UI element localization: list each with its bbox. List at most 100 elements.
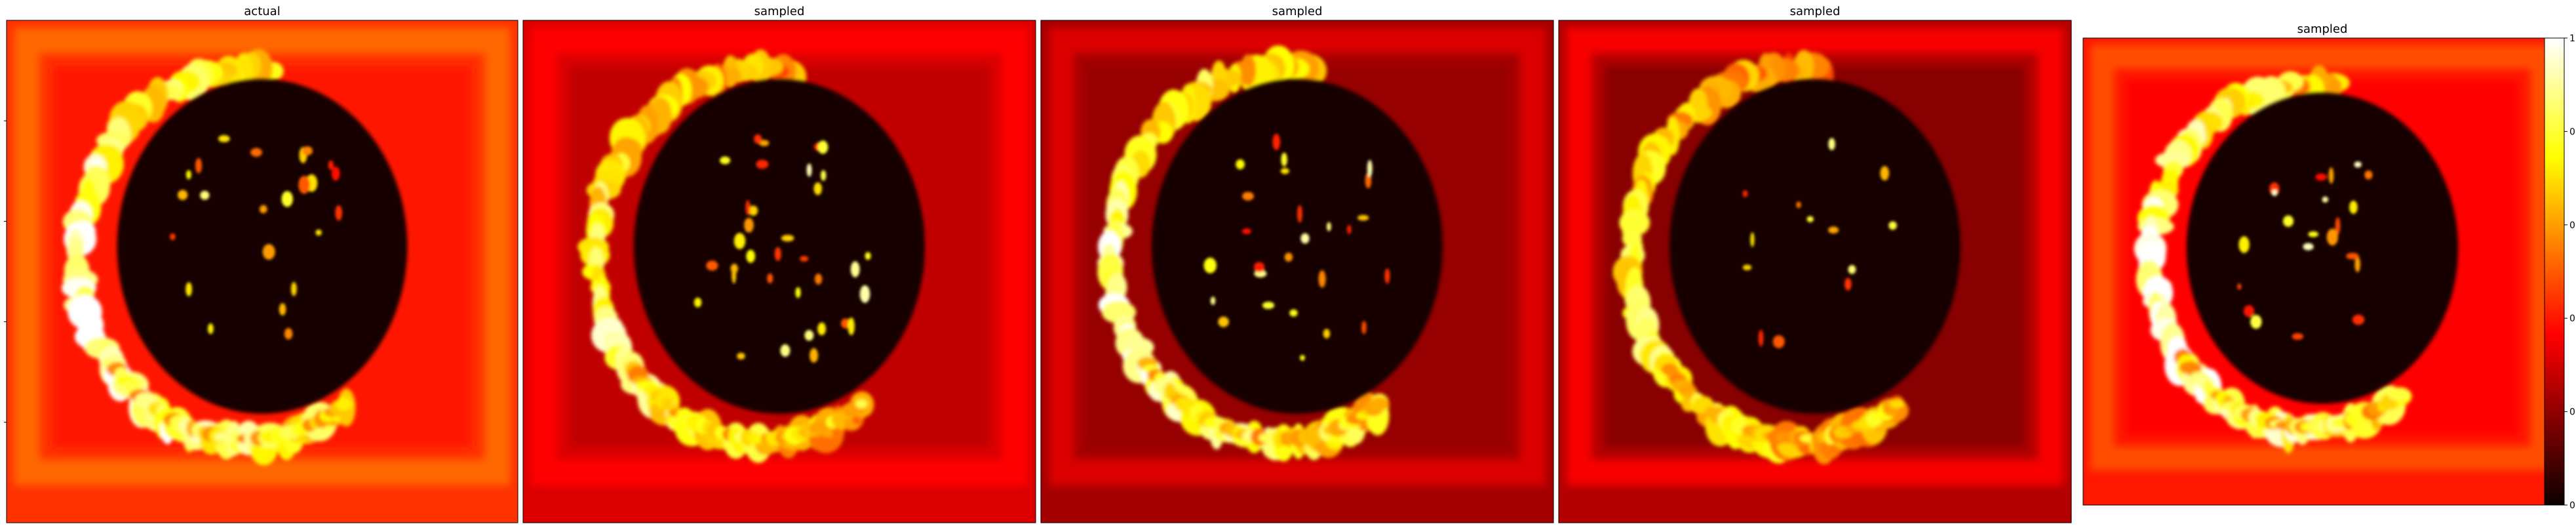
hot-spot	[218, 135, 230, 142]
colorbar-tick-label: 0.2	[2569, 407, 2576, 418]
hot-spot	[1318, 270, 1326, 288]
hot-spot	[733, 233, 746, 249]
hot-spot	[706, 260, 718, 271]
interior-spots	[693, 134, 871, 363]
hot-spot	[1806, 216, 1814, 222]
hot-spot	[746, 249, 756, 263]
hot-spot	[1284, 253, 1293, 262]
hot-spot	[2328, 167, 2334, 184]
hot-spot	[331, 166, 340, 181]
rim-blob	[336, 397, 353, 411]
heatmap-image	[2083, 38, 2562, 505]
hot-spot	[1361, 321, 1367, 335]
hot-spot	[781, 234, 794, 242]
hot-spot	[1828, 138, 1835, 151]
hot-spot	[281, 191, 293, 207]
hot-spot	[1262, 302, 1275, 310]
hot-spot	[2354, 256, 2360, 273]
heatmap-panel: sampled	[2082, 22, 2562, 506]
rim-blob	[855, 399, 868, 409]
heatmap-image	[1041, 20, 1553, 523]
interior-spots	[2237, 161, 2373, 340]
hot-spot	[1242, 192, 1254, 201]
hot-spot	[1280, 167, 1289, 174]
bright-rim	[1612, 50, 1909, 465]
heatmap-frame	[530, 28, 1028, 485]
panel-title: actual	[244, 5, 280, 18]
hot-spot	[1281, 152, 1287, 167]
heatmap-frame	[14, 28, 511, 485]
hot-spot	[1300, 355, 1306, 361]
hot-spot	[813, 182, 822, 195]
hot-spot	[2322, 196, 2329, 203]
hot-spot	[1367, 159, 1373, 178]
colorbar-tick-label: 0.8	[2569, 127, 2576, 137]
bright-rim	[1097, 45, 1390, 462]
hot-spot	[1844, 277, 1852, 291]
hot-spot	[800, 256, 809, 262]
hot-spot	[767, 273, 773, 284]
hot-spot	[2315, 173, 2327, 181]
hot-spot	[1327, 222, 1331, 232]
hot-spot	[284, 328, 293, 340]
hot-spot	[817, 322, 827, 336]
panel-title: sampled	[754, 5, 805, 18]
hot-spot	[1210, 296, 1216, 305]
hot-spot	[1357, 214, 1369, 221]
hot-spot	[2292, 333, 2304, 340]
hot-spot	[2349, 200, 2358, 214]
hot-spot	[185, 170, 191, 180]
rim-blob	[2155, 152, 2190, 169]
bright-rim	[61, 49, 356, 466]
hot-spot	[262, 244, 275, 260]
heatmap-frame	[1566, 28, 2064, 485]
hot-spot	[804, 330, 814, 341]
interior-spots	[1742, 138, 1897, 348]
hot-spot	[744, 217, 754, 233]
rim-blob	[2387, 388, 2411, 401]
hot-spot	[170, 233, 176, 241]
hot-spot	[848, 317, 855, 336]
axes-frame	[6, 20, 518, 523]
colorbar-tick-label: 0.6	[2569, 220, 2576, 231]
panel-title: sampled	[1272, 5, 1323, 18]
hot-spot	[1772, 335, 1785, 348]
bright-rim	[577, 49, 874, 463]
hot-spot	[821, 170, 827, 181]
hot-spot	[185, 282, 192, 296]
hot-spot	[250, 148, 262, 157]
panel-title: sampled	[2297, 22, 2348, 36]
dark-interior	[1152, 79, 1443, 414]
hot-spot	[1300, 233, 1310, 244]
hot-spot	[850, 261, 860, 277]
hot-spot	[1218, 316, 1229, 327]
hot-spot	[2250, 314, 2262, 329]
hot-spot	[302, 146, 313, 156]
hot-spot	[865, 252, 871, 260]
hot-spot	[810, 348, 819, 363]
heatmap-image	[1559, 20, 2071, 523]
rim-blob	[1369, 396, 1390, 411]
hot-spot	[1848, 265, 1856, 274]
hot-spot	[1742, 190, 1748, 197]
hot-spot	[693, 297, 702, 308]
hot-spot	[1750, 232, 1755, 247]
hot-spot	[1241, 228, 1251, 235]
hot-spot	[1289, 309, 1298, 317]
hot-spot	[2271, 190, 2278, 197]
axes-frame	[1040, 20, 1554, 523]
hot-spot	[279, 303, 286, 316]
hot-spot	[207, 323, 214, 335]
dark-interior	[634, 79, 925, 414]
hot-spot	[758, 140, 770, 146]
colorbar-tick-label: 1.0	[2569, 33, 2576, 44]
interior-spots	[170, 135, 343, 340]
heatmap-image	[7, 20, 518, 523]
hot-spot	[814, 274, 823, 285]
hot-spot	[806, 163, 812, 177]
hot-spot	[749, 205, 758, 216]
heatmap-panel: actual	[4, 5, 518, 523]
hot-spot	[1323, 329, 1331, 338]
hot-spot	[2243, 305, 2255, 317]
